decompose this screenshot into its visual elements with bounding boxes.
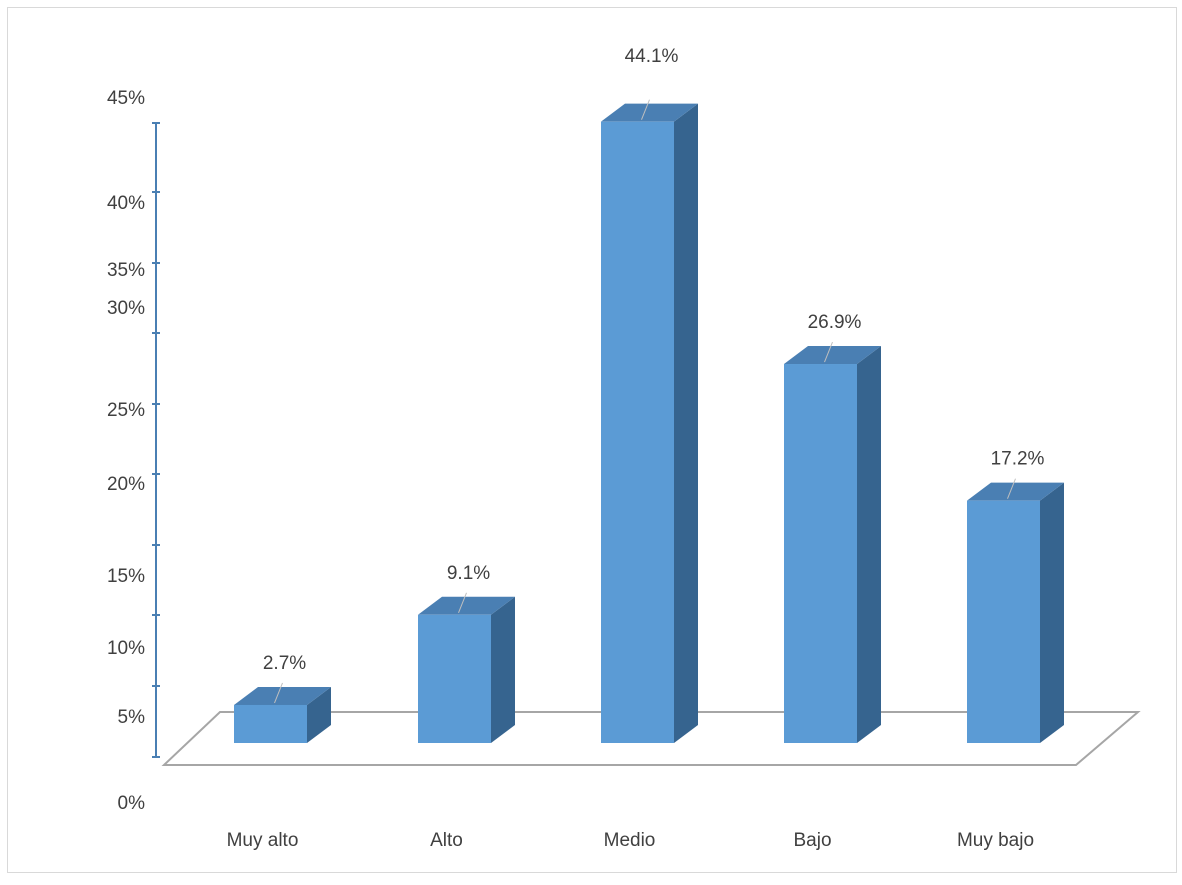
bar-muy-alto [234, 682, 331, 743]
category-label: Muy alto [227, 830, 299, 851]
bar-muy-bajo [967, 478, 1064, 743]
y-tick-labels: 0% 5% 10% 15% 20% 25% 30% 35% 40% 45% [107, 88, 145, 814]
chart-floor [161, 711, 1141, 766]
category-label: Bajo [793, 830, 831, 851]
bar-leader-line [1007, 478, 1016, 499]
y-tick-label: 15% [107, 566, 145, 587]
bar-leader-line [824, 341, 833, 363]
bar-front [234, 704, 307, 743]
data-label: 17.2% [991, 449, 1045, 470]
data-label: 26.9% [808, 312, 862, 333]
category-labels: Muy alto Alto Medio Bajo Muy bajo [227, 830, 1034, 851]
bar-side [491, 596, 515, 743]
bar-bajo [784, 341, 881, 743]
chart-frame: 0% 5% 10% 15% 20% 25% 30% 35% 40% 45% 2.7% 9.1% 44.… [7, 7, 1177, 873]
y-tick-label: 30% [107, 298, 145, 319]
bar-medio [601, 99, 698, 744]
y-tick-label: 20% [107, 474, 145, 495]
floor-plane [161, 711, 1141, 766]
data-label: 44.1% [625, 46, 679, 67]
y-tick-label: 10% [107, 638, 145, 659]
bar-top [967, 482, 1064, 501]
category-label: Medio [604, 830, 656, 851]
bar-alto [418, 592, 515, 743]
bar-top [418, 596, 515, 615]
bar-front [967, 500, 1040, 743]
bar-front [418, 614, 491, 743]
y-axis [152, 122, 160, 758]
y-tick-label: 25% [107, 400, 145, 421]
category-label: Muy bajo [957, 830, 1034, 851]
y-tick-label: 35% [107, 260, 145, 281]
data-labels: 2.7% 9.1% 44.1% 26.9% 17.2% [263, 46, 1045, 674]
bar-top [601, 103, 698, 122]
data-label: 2.7% [263, 653, 306, 674]
bar-side [857, 346, 881, 743]
bar-front [601, 121, 674, 744]
bar-leader-line [458, 592, 467, 613]
y-tick-label: 5% [118, 707, 146, 728]
y-tick-label: 40% [107, 193, 145, 214]
bar-leader-line [641, 99, 650, 120]
bar-chart: 0% 5% 10% 15% 20% 25% 30% 35% 40% 45% 2.7% 9.1% 44.… [107, 46, 1141, 851]
bar-top [784, 346, 881, 365]
bar-front [784, 364, 857, 743]
y-tick-label: 0% [118, 793, 146, 814]
data-label: 9.1% [447, 563, 490, 584]
bar-side [307, 686, 331, 743]
bar-top [234, 686, 331, 705]
y-tick-label: 45% [107, 88, 145, 109]
bar-side [1040, 482, 1064, 743]
category-label: Alto [430, 830, 463, 851]
bar-leader-line [274, 682, 283, 704]
bars [234, 99, 1064, 744]
bar-side [674, 103, 698, 744]
